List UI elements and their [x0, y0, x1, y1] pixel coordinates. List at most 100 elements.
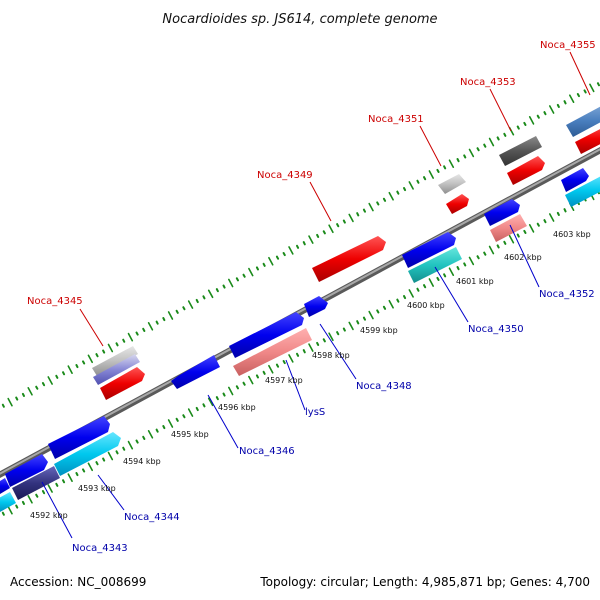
gene-noca-4344-blue[interactable]: [48, 416, 110, 459]
kbp-label: 4601 kbp: [456, 277, 494, 286]
gene-noca-4343-cyan[interactable]: [0, 492, 16, 512]
gene-label[interactable]: Noca_4343: [72, 543, 128, 554]
track-tick: [67, 365, 73, 375]
track-tick: [187, 408, 194, 417]
track-tick: [207, 397, 214, 407]
gene-label[interactable]: Noca_4346: [239, 446, 295, 457]
gene-noca-4355[interactable]: [575, 124, 600, 154]
track-dots: [1, 82, 600, 516]
track-dot: [62, 479, 66, 484]
gene-noca-4344-cyan[interactable]: [54, 432, 121, 476]
gene-labels-top: Noca_4345 Noca_4349 Noca_4351 Noca_4353 …: [27, 40, 596, 307]
track-dot: [282, 360, 286, 365]
gene-noca-4353[interactable]: [507, 156, 545, 185]
gene-label[interactable]: Noca_4350: [468, 324, 524, 335]
track-dot: [75, 364, 79, 369]
leader-lines: [41, 51, 591, 539]
track-dot: [503, 240, 507, 245]
track-dot: [543, 219, 547, 224]
gene-label[interactable]: Noca_4348: [356, 381, 412, 392]
track-dot: [41, 490, 46, 495]
track-tick: [548, 213, 555, 222]
gene-label[interactable]: Noca_4345: [27, 296, 83, 307]
track-tick: [408, 289, 414, 298]
track-tick: [107, 451, 114, 461]
track-dot: [563, 100, 567, 105]
gene-label[interactable]: lysS: [305, 407, 325, 418]
track-dot: [302, 241, 306, 246]
track-tick: [408, 181, 414, 190]
gene-noca-4350-blue[interactable]: [402, 232, 456, 268]
track-dot: [202, 295, 206, 300]
map-title: Nocardioides sp. JS614, complete genome: [162, 12, 437, 27]
track-dot: [155, 320, 159, 325]
track-tick: [448, 267, 455, 277]
track-dot: [142, 327, 146, 332]
track-dot: [115, 342, 119, 347]
track-dot: [222, 284, 226, 289]
track-dot: [362, 208, 366, 213]
gene-noca-4351[interactable]: [446, 194, 469, 214]
gene-noca-4348[interactable]: [304, 296, 328, 317]
track-tick: [568, 94, 575, 103]
gene-noca-4345-lav[interactable]: [93, 354, 140, 385]
track-tick: [348, 213, 354, 223]
gene-lyss[interactable]: [233, 328, 312, 376]
gene-label[interactable]: Noca_4352: [539, 289, 595, 300]
track-dot: [262, 370, 266, 375]
track-dot: [396, 190, 400, 195]
track-tick: [248, 267, 254, 277]
track-dot: [55, 482, 59, 487]
gene-label[interactable]: Noca_4344: [124, 512, 180, 523]
track-tick: [187, 300, 194, 309]
track-tick: [508, 234, 515, 244]
track-dot: [356, 212, 360, 217]
track-tick: [328, 224, 334, 234]
gene-right-cyan[interactable]: [565, 174, 600, 207]
gene-noca-4345[interactable]: [100, 367, 145, 400]
track-dot: [41, 382, 46, 387]
track-dot: [21, 392, 25, 397]
track-dot: [175, 417, 179, 422]
track-dot: [296, 244, 300, 249]
gene-label[interactable]: Noca_4349: [257, 170, 313, 181]
gene-noca-4355-steel[interactable]: [566, 104, 600, 137]
track-dot: [443, 165, 447, 170]
gene-noca-4346-long[interactable]: [229, 312, 304, 358]
gene-label[interactable]: Noca_4353: [460, 77, 516, 88]
gene-noca-4353-dark[interactable]: [499, 136, 542, 166]
track-dot: [316, 233, 320, 238]
track-dot: [463, 154, 467, 159]
track-dot: [175, 309, 179, 314]
kbp-label: 4594 kbp: [123, 457, 161, 466]
track-dot: [576, 93, 580, 98]
gene-label[interactable]: Noca_4355: [540, 40, 596, 51]
gene-noca-4345-light[interactable]: [92, 346, 138, 376]
gene-noca-4352-pink[interactable]: [490, 214, 527, 242]
gene-noca-4343-navy[interactable]: [12, 466, 60, 500]
gene-left-blue-a[interactable]: [0, 478, 10, 494]
track-dot: [195, 406, 199, 412]
gene-noca-4349[interactable]: [312, 236, 386, 282]
track-tick: [47, 376, 53, 385]
gene-noca-4351-light[interactable]: [438, 174, 466, 194]
gene-left-blue-b[interactable]: [5, 454, 48, 487]
track-dot: [82, 360, 86, 365]
track-dot: [235, 385, 239, 390]
kbp-label: 4602 kbp: [504, 253, 542, 262]
gene-noca-4346[interactable]: [171, 355, 220, 389]
track-dot: [255, 266, 259, 271]
track-dot: [182, 414, 186, 419]
gene-right-blue[interactable]: [561, 168, 589, 192]
track-dot: [255, 374, 259, 379]
track-dot: [35, 493, 39, 498]
track-tick: [488, 137, 495, 147]
track-tick: [67, 473, 73, 483]
gene-label[interactable]: Noca_4351: [368, 114, 424, 125]
track-dot: [436, 276, 440, 281]
track-dot: [135, 439, 139, 444]
gene-noca-4350-teal[interactable]: [408, 247, 462, 283]
track-dot: [516, 233, 520, 238]
gene-noca-4352-blue[interactable]: [484, 199, 520, 226]
track-dot: [115, 450, 119, 455]
